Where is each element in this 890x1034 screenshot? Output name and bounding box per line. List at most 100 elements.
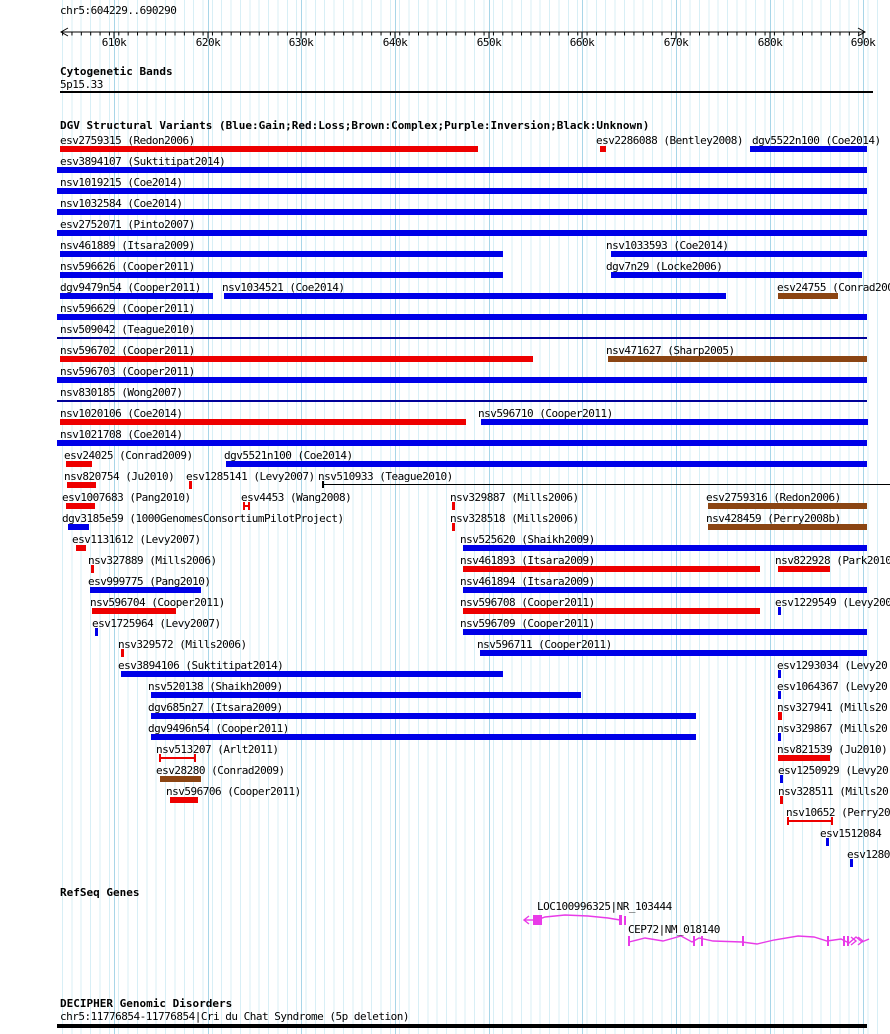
variant-ibeam-line[interactable] xyxy=(159,757,196,759)
variant-label[interactable]: nsv596702 (Cooper2011) xyxy=(60,344,195,357)
variant-bar[interactable] xyxy=(463,629,867,635)
variant-bar[interactable] xyxy=(778,755,830,761)
variant-bar[interactable] xyxy=(57,377,867,383)
variant-tick[interactable] xyxy=(778,733,781,741)
variant-bar[interactable] xyxy=(481,419,868,425)
variant-label[interactable]: nsv596708 (Cooper2011) xyxy=(460,596,595,609)
variant-bar[interactable] xyxy=(57,209,867,215)
variant-label[interactable]: nsv596710 (Cooper2011) xyxy=(478,407,613,420)
variant-bar[interactable] xyxy=(611,251,867,257)
gene-label[interactable]: LOC100996325|NR_103444 xyxy=(537,900,672,913)
variant-label[interactable]: nsv596706 (Cooper2011) xyxy=(166,785,301,798)
variant-tick[interactable] xyxy=(452,523,455,531)
variant-label[interactable]: nsv329887 (Mills2006) xyxy=(450,491,579,504)
variant-bar[interactable] xyxy=(76,545,86,551)
variant-label[interactable]: nsv327889 (Mills2006) xyxy=(88,554,217,567)
variant-label[interactable]: nsv596704 (Cooper2011) xyxy=(90,596,225,609)
variant-label[interactable]: nsv428459 (Perry2008b) xyxy=(706,512,841,525)
variant-bar[interactable] xyxy=(60,356,533,362)
variant-bar[interactable] xyxy=(151,692,581,698)
variant-label[interactable]: nsv1021708 (Coe2014) xyxy=(60,428,183,441)
variant-bar[interactable] xyxy=(66,503,95,509)
variant-bar[interactable] xyxy=(170,797,198,803)
variant-tick[interactable] xyxy=(826,838,829,846)
variant-label[interactable]: esv3894106 (Suktitipat2014) xyxy=(118,659,284,672)
variant-tick[interactable] xyxy=(91,565,94,573)
variant-tick[interactable] xyxy=(189,481,192,489)
variant-bar[interactable] xyxy=(57,314,867,320)
variant-bar[interactable] xyxy=(778,566,830,572)
variant-label[interactable]: nsv471627 (Sharp2005) xyxy=(606,344,735,357)
variant-label[interactable]: esv1007683 (Pang2010) xyxy=(62,491,191,504)
variant-label[interactable]: esv2759315 (Redon2006) xyxy=(60,134,195,147)
variant-label[interactable]: esv999775 (Pang2010) xyxy=(88,575,211,588)
variant-thin-bar[interactable] xyxy=(57,400,867,402)
variant-ibeam-line[interactable] xyxy=(787,820,833,822)
variant-label[interactable]: nsv510933 (Teague2010) xyxy=(318,470,453,483)
variant-label[interactable]: nsv1032584 (Coe2014) xyxy=(60,197,183,210)
variant-label[interactable]: nsv596629 (Cooper2011) xyxy=(60,302,195,315)
variant-label[interactable]: nsv596703 (Cooper2011) xyxy=(60,365,195,378)
variant-label[interactable]: nsv509042 (Teague2010) xyxy=(60,323,195,336)
variant-label[interactable]: nsv1033593 (Coe2014) xyxy=(606,239,729,252)
gene-label[interactable]: CEP72|NM_018140 xyxy=(628,923,720,936)
variant-label[interactable]: esv1512084 xyxy=(820,827,882,840)
variant-thin-bar[interactable] xyxy=(57,337,867,339)
variant-label[interactable]: esv1131612 (Levy2007) xyxy=(72,533,201,546)
variant-bar[interactable] xyxy=(151,713,696,719)
variant-label[interactable]: nsv328511 (Mills20 xyxy=(778,785,889,798)
variant-label[interactable]: nsv821539 (Ju2010) xyxy=(777,743,888,756)
variant-label[interactable]: nsv1020106 (Coe2014) xyxy=(60,407,183,420)
variant-bar[interactable] xyxy=(708,503,867,509)
variant-label[interactable]: esv3894107 (Suktitipat2014) xyxy=(60,155,226,168)
variant-label[interactable]: esv2759316 (Redon2006) xyxy=(706,491,841,504)
variant-label[interactable]: dgv9496n54 (Cooper2011) xyxy=(148,722,289,735)
variant-label[interactable]: nsv328518 (Mills2006) xyxy=(450,512,579,525)
variant-bar[interactable] xyxy=(92,608,176,614)
variant-bar[interactable] xyxy=(60,272,503,278)
variant-label[interactable]: esv24025 (Conrad2009) xyxy=(64,449,193,462)
variant-bar[interactable] xyxy=(57,188,867,194)
variant-label[interactable]: esv1293034 (Levy20 xyxy=(777,659,888,672)
variant-bar[interactable] xyxy=(60,419,466,425)
variant-bar[interactable] xyxy=(600,146,606,152)
variant-tick[interactable] xyxy=(850,859,853,867)
variant-label[interactable]: esv4453 (Wang2008) xyxy=(241,491,352,504)
variant-line[interactable] xyxy=(322,484,890,485)
variant-bar[interactable] xyxy=(66,461,92,467)
cytogenetic-band-bar[interactable] xyxy=(60,91,873,93)
decipher-entry-label[interactable]: chr5:11776854-11776854|Cri du Chat Syndr… xyxy=(60,1010,410,1023)
variant-bar[interactable] xyxy=(608,356,867,362)
variant-label[interactable]: nsv1034521 (Coe2014) xyxy=(222,281,345,294)
variant-bar[interactable] xyxy=(778,293,838,299)
variant-bar[interactable] xyxy=(224,293,726,299)
variant-label[interactable]: nsv525620 (Shaikh2009) xyxy=(460,533,595,546)
variant-label[interactable]: dgv5521n100 (Coe2014) xyxy=(224,449,353,462)
variant-tick[interactable] xyxy=(778,691,781,699)
variant-label[interactable]: dgv685n27 (Itsara2009) xyxy=(148,701,283,714)
variant-label[interactable]: nsv329572 (Mills2006) xyxy=(118,638,247,651)
variant-bar[interactable] xyxy=(121,671,503,677)
variant-label[interactable]: nsv830185 (Wong2007) xyxy=(60,386,183,399)
variant-label[interactable]: esv24755 (Conrad200 xyxy=(777,281,890,294)
cytogenetic-band-label[interactable]: 5p15.33 xyxy=(60,78,103,91)
variant-tick[interactable] xyxy=(778,712,782,720)
variant-label[interactable]: nsv596709 (Cooper2011) xyxy=(460,617,595,630)
variant-bar[interactable] xyxy=(750,146,867,152)
variant-label[interactable]: nsv822928 (Park2010 xyxy=(775,554,890,567)
decipher-region-bar[interactable] xyxy=(57,1024,867,1028)
variant-bar[interactable] xyxy=(57,440,867,446)
variant-bar[interactable] xyxy=(60,146,478,152)
variant-label[interactable]: esv1285141 (Levy2007) xyxy=(186,470,315,483)
variant-label[interactable]: nsv329867 (Mills20 xyxy=(777,722,888,735)
variant-label[interactable]: nsv10652 (Perry200 xyxy=(786,806,890,819)
variant-label[interactable]: esv2752071 (Pinto2007) xyxy=(60,218,195,231)
variant-bar[interactable] xyxy=(67,482,96,488)
variant-tick[interactable] xyxy=(452,502,455,510)
variant-label[interactable]: dgv7n29 (Locke2006) xyxy=(606,260,723,273)
variant-bar[interactable] xyxy=(708,524,867,530)
variant-bar[interactable] xyxy=(226,461,867,467)
variant-bar[interactable] xyxy=(160,776,201,782)
variant-bar[interactable] xyxy=(57,167,867,173)
variant-tick[interactable] xyxy=(95,628,98,636)
